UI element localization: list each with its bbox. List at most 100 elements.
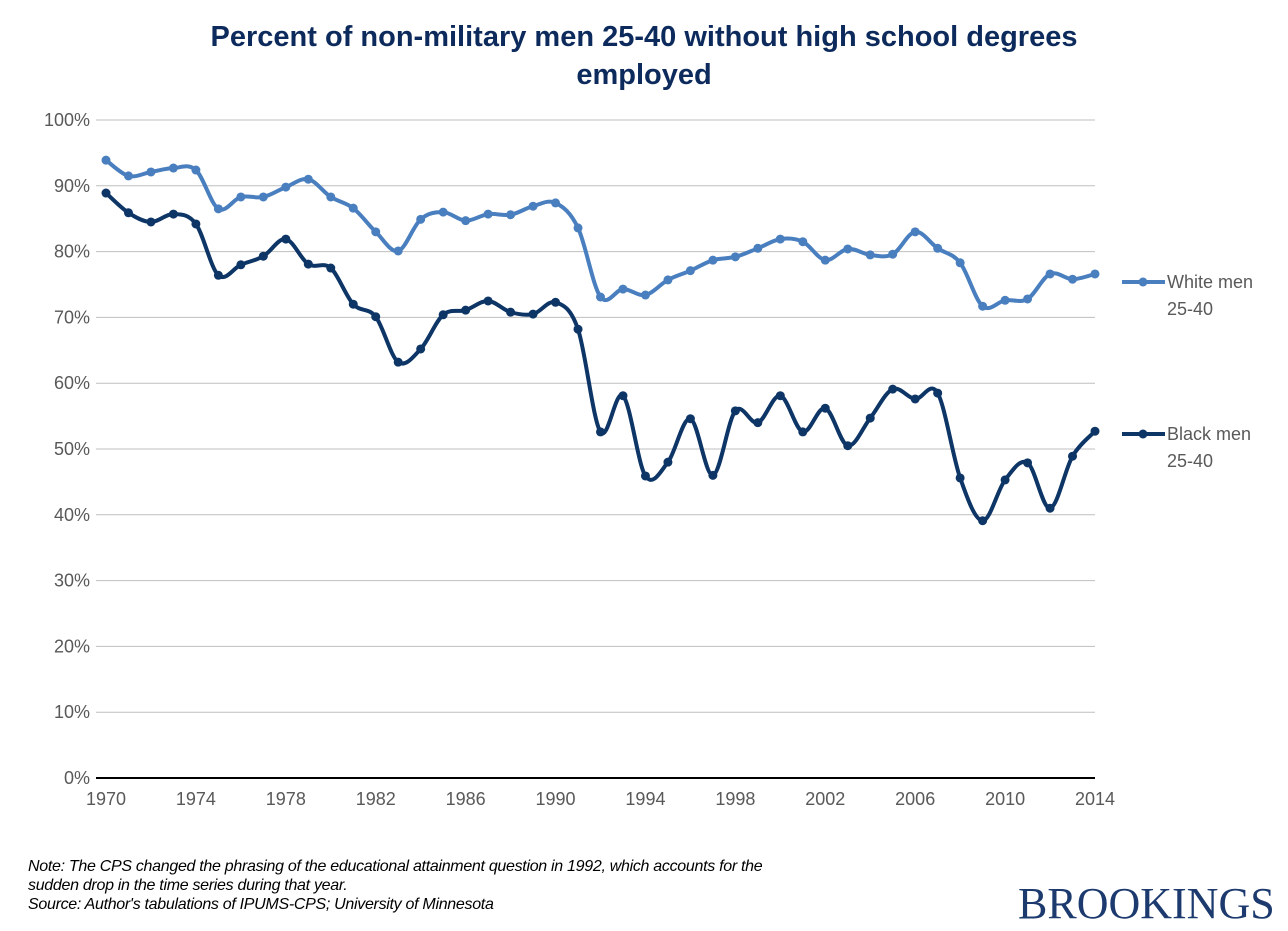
data-point [978, 301, 988, 311]
series-white-men [101, 155, 1100, 311]
data-point [371, 227, 381, 237]
data-point [1023, 458, 1033, 468]
y-tick-label: 0% [64, 768, 90, 788]
data-point [955, 473, 965, 483]
x-tick-label: 2014 [1075, 789, 1115, 809]
data-point [865, 250, 875, 260]
y-tick-label: 70% [54, 307, 90, 327]
data-point [910, 394, 920, 404]
data-point [1045, 503, 1055, 513]
data-point [618, 284, 628, 294]
data-point [483, 209, 493, 219]
y-tick-label: 60% [54, 373, 90, 393]
x-tick-label: 1982 [356, 789, 396, 809]
series-group [101, 155, 1100, 526]
data-point [640, 290, 650, 300]
note-line-2: sudden drop in the time series during th… [28, 877, 348, 894]
data-point [281, 234, 291, 244]
legend-item: White men 25-40 [1122, 272, 1253, 319]
legend-label: White men [1167, 272, 1253, 292]
x-tick-label: 1974 [176, 789, 216, 809]
data-point [1000, 475, 1010, 485]
data-point [820, 403, 830, 413]
data-point [640, 471, 650, 481]
data-point [551, 297, 561, 307]
x-tick-label: 2006 [895, 789, 935, 809]
y-tick-label: 50% [54, 439, 90, 459]
data-point [438, 310, 448, 320]
series-black-men [101, 188, 1100, 526]
data-point [596, 427, 605, 437]
legend-label: 25-40 [1167, 299, 1213, 319]
y-tick-label: 90% [54, 176, 90, 196]
data-point [573, 324, 583, 334]
data-point [1090, 426, 1100, 436]
data-point [528, 309, 538, 319]
data-point [371, 312, 381, 322]
data-point [236, 192, 246, 202]
x-tick-label: 1978 [266, 789, 306, 809]
data-point [348, 203, 358, 213]
y-tick-label: 20% [54, 636, 90, 656]
data-point [730, 406, 740, 416]
chart-title-line-1: Percent of non-military men 25-40 withou… [210, 21, 1078, 53]
data-point [146, 217, 156, 227]
data-point [191, 219, 201, 229]
data-point [820, 255, 830, 265]
data-point [1068, 274, 1078, 284]
data-point [596, 292, 605, 302]
data-point [281, 182, 291, 192]
data-point [753, 243, 763, 253]
data-point [955, 258, 965, 268]
data-point [416, 344, 426, 354]
data-point [303, 259, 313, 269]
note-line-1: Note: The CPS changed the phrasing of th… [28, 858, 763, 875]
legend-marker-icon [1138, 277, 1148, 287]
data-point [910, 227, 920, 237]
data-point [865, 413, 875, 423]
data-point [168, 209, 178, 219]
data-point [798, 237, 808, 247]
y-tick-label: 100% [44, 110, 90, 130]
data-point [933, 243, 943, 253]
data-point [933, 388, 943, 398]
data-point [326, 263, 336, 273]
x-tick-label: 1970 [86, 789, 126, 809]
legend-marker-icon [1138, 429, 1148, 439]
data-point [483, 296, 493, 306]
data-point [303, 174, 313, 184]
x-tick-label: 1990 [536, 789, 576, 809]
legend-item: Black men 25-40 [1122, 424, 1251, 471]
data-point [730, 252, 740, 262]
data-point [978, 516, 988, 526]
data-point [708, 255, 718, 265]
data-point [506, 307, 516, 317]
y-tick-label: 30% [54, 571, 90, 591]
x-tick-label: 1986 [446, 789, 486, 809]
data-point [618, 391, 628, 401]
data-point [168, 163, 178, 173]
x-tick-label: 2010 [985, 789, 1025, 809]
legend: White men 25-40 Black men 25-40 [1122, 272, 1253, 471]
data-point [798, 427, 808, 437]
data-point [236, 260, 246, 270]
data-point [416, 214, 426, 224]
legend-label: 25-40 [1167, 451, 1213, 471]
data-point [123, 208, 133, 218]
data-point [685, 414, 695, 424]
data-point [393, 246, 403, 256]
data-point [326, 192, 336, 202]
data-point [146, 167, 156, 177]
data-point [775, 234, 785, 244]
data-point [191, 165, 201, 175]
data-point [461, 305, 471, 315]
series-line [104, 191, 1097, 523]
x-tick-label: 1994 [625, 789, 665, 809]
data-point [888, 384, 898, 394]
data-point [1068, 451, 1078, 461]
data-point [843, 441, 853, 451]
chart-title: Percent of non-military men 25-40 withou… [0, 18, 1288, 94]
gridlines [96, 119, 1095, 713]
data-point [551, 198, 561, 208]
